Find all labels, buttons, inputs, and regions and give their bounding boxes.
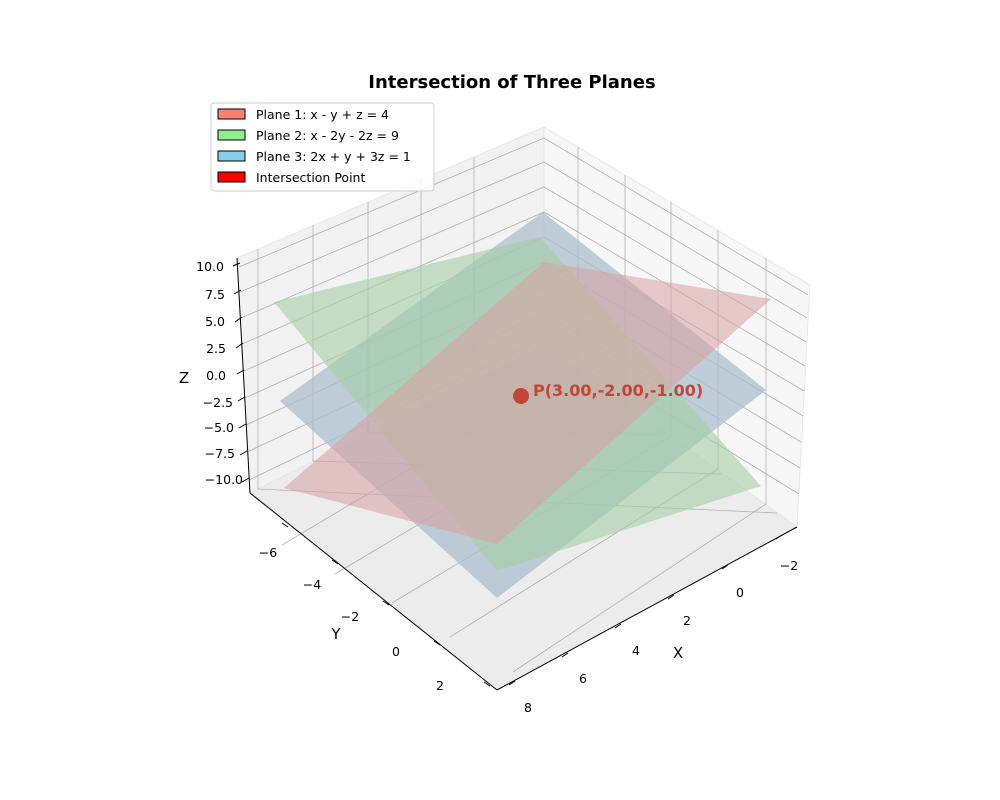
chart-title: Intersection of Three Planes	[368, 72, 655, 93]
x-tick-label: 4	[632, 643, 640, 658]
z-tick-label: 10.0	[196, 259, 224, 274]
legend: Plane 1: x - y + z = 4 Plane 2: x - 2y -…	[210, 102, 435, 192]
y-tick-mark	[483, 681, 491, 687]
z-tick-mark	[238, 423, 247, 429]
y-tick-label: 2	[436, 678, 444, 693]
z-tick-label: 2.5	[206, 341, 226, 356]
z-tick-mark	[235, 342, 244, 349]
z-tick-label: 5.0	[205, 314, 225, 329]
x-tick-label: 8	[524, 700, 532, 715]
x-tick-label: −2	[780, 558, 798, 573]
z-tick-label: −10.0	[205, 472, 243, 487]
legend-label-plane-3: Plane 3: 2x + y + 3z = 1	[256, 149, 411, 164]
y-tick-mark	[331, 559, 339, 565]
x-tick-mark	[561, 652, 569, 658]
y-tick-mark	[281, 522, 289, 528]
z-tick-mark	[239, 450, 248, 456]
z-tick-mark	[236, 369, 245, 375]
y-axis-label: Y	[330, 625, 341, 643]
legend-frame	[210, 102, 435, 192]
z-axis-line	[236, 257, 251, 494]
z-tick-label: −7.5	[205, 446, 235, 461]
x-tick-mark	[775, 534, 783, 540]
legend-swatch-plane-3	[217, 150, 246, 162]
z-tick-mark	[241, 477, 250, 483]
y-tick-mark	[382, 600, 390, 606]
plane-1-surface	[284, 262, 771, 544]
z-tick-mark	[233, 289, 242, 295]
x-tick-mark	[614, 623, 622, 629]
x-tick-label: 6	[579, 671, 587, 686]
x-tick-mark	[721, 564, 729, 570]
z-tick-mark	[237, 396, 246, 402]
legend-label-intersection: Intersection Point	[256, 170, 365, 185]
y-tick-mark	[433, 640, 441, 646]
x-axis-label: X	[673, 644, 683, 662]
legend-label-plane-2: Plane 2: x - 2y - 2z = 9	[256, 128, 399, 143]
x-tick-mark	[508, 680, 516, 686]
legend-swatch-plane-1	[217, 108, 246, 120]
z-tick-label: −5.0	[204, 420, 234, 435]
intersection-point	[513, 388, 529, 404]
intersection-point-label: P(3.00,-2.00,-1.00)	[533, 381, 703, 400]
y-axis-line	[249, 492, 498, 691]
x-axis-line	[496, 526, 798, 691]
legend-swatch-intersection	[217, 171, 246, 183]
x-tick-label: 2	[683, 613, 691, 628]
y-tick-label: −4	[303, 577, 321, 592]
z-tick-label: −2.5	[203, 395, 233, 410]
z-tick-mark	[234, 316, 243, 323]
z-tick-label: 0.0	[206, 368, 226, 383]
x-tick-label: 0	[736, 585, 744, 600]
z-axis-label: Z	[179, 369, 189, 387]
z-tick-mark	[232, 262, 241, 267]
x-tick-mark	[667, 594, 675, 600]
legend-label-plane-1: Plane 1: x - y + z = 4	[256, 107, 389, 122]
y-tick-label: −2	[341, 609, 359, 624]
y-tick-label: 0	[392, 644, 400, 659]
y-tick-label: −6	[259, 545, 277, 560]
z-tick-label: 7.5	[205, 287, 225, 302]
legend-swatch-plane-2	[217, 129, 246, 141]
